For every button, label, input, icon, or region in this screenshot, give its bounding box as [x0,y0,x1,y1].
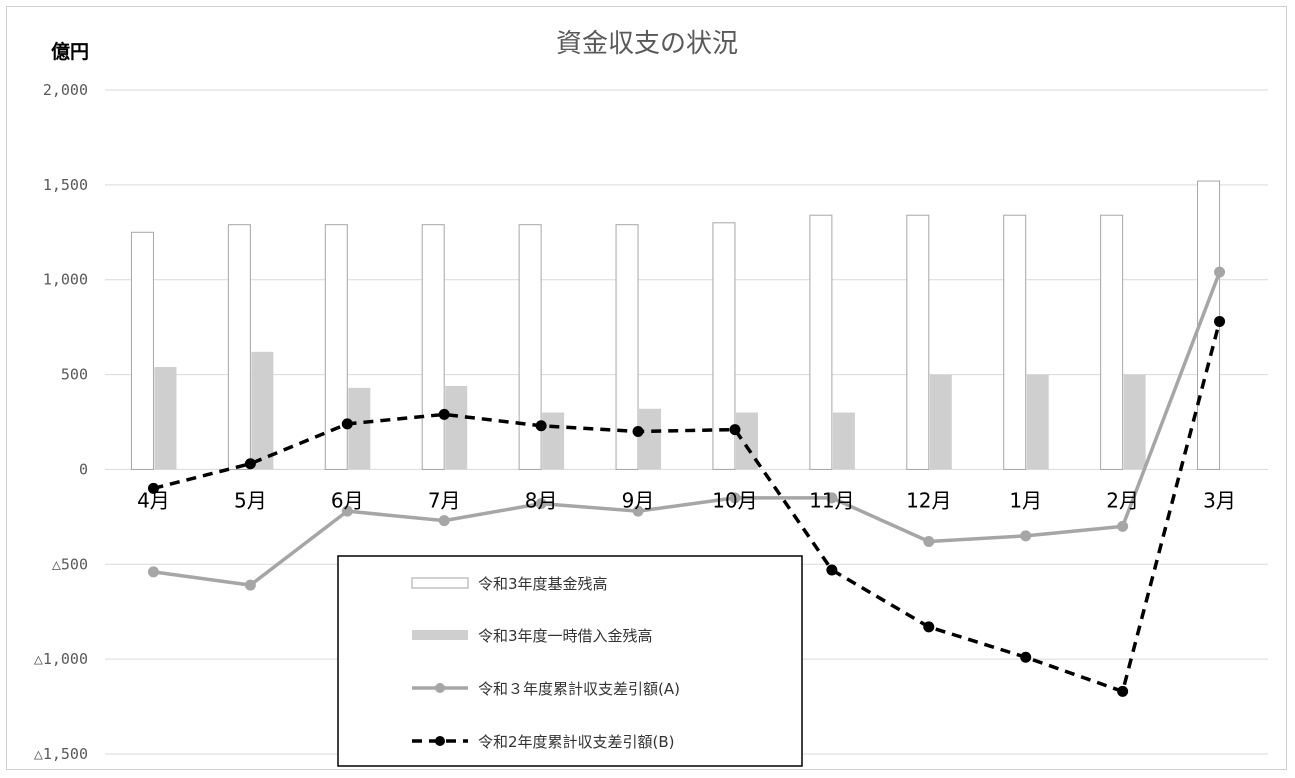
x-tick-label: 3月 [1203,488,1236,512]
legend-label: 令和3年度一時借入金残高 [478,627,653,645]
point-cumulative-a [438,515,450,527]
chart-title: 資金収支の状況 [556,29,738,59]
point-cumulative-b [1214,315,1226,327]
legend-label: 令和3年度基金残高 [478,575,608,593]
point-cumulative-b [341,418,353,430]
bar-fund-balance [615,224,639,470]
point-cumulative-a [341,505,353,517]
legend-marker-a [435,683,445,693]
bar-fund-balance [227,224,251,470]
y-tick-label: △500 [52,555,88,573]
point-cumulative-a [1117,520,1129,532]
point-cumulative-b [729,424,741,436]
point-cumulative-b [244,458,256,470]
bars [130,180,1221,470]
bar-fund-balance [1100,214,1124,470]
x-tick-label: 6月 [331,488,364,512]
point-cumulative-b [826,564,838,576]
bar-fund-balance [130,231,154,470]
chart-frame [6,6,1287,770]
x-tick-label: 2月 [1106,488,1139,512]
point-cumulative-a [729,492,741,504]
legend-box [337,555,803,767]
point-cumulative-a [1020,530,1032,542]
x-tick-label: 12月 [906,488,951,512]
y-axis-ticks: 2,000 1,500 1,000 500 0 △500 △1,000 △1,500 [34,81,88,763]
x-axis-ticks: 4月 5月 6月 7月 8月 9月 10月 11月 12月 1月 2月 3月 [137,488,1236,512]
y-tick-label: 500 [61,366,88,384]
bar-temporary-loan [832,412,855,470]
y-tick-label: 1,500 [43,176,88,194]
legend-swatch-loan [412,630,468,640]
line-cumulative-b [153,321,1222,694]
bar-fund-balance [421,224,445,470]
bar-temporary-loan [735,412,758,470]
point-cumulative-b [1117,685,1129,697]
legend-marker-b [435,736,445,746]
legend-swatch-fund [411,577,469,589]
bar-fund-balance [324,224,348,470]
x-tick-label: 7月 [428,488,461,512]
point-cumulative-b [632,425,644,437]
y-tick-label: 0 [79,460,88,478]
x-tick-label: 1月 [1009,488,1042,512]
bar-temporary-loan [348,387,371,470]
unit-label: 億円 [51,40,89,63]
point-cumulative-b [438,408,450,420]
legend-label: 令和2年度累計収支差引額(B) [478,733,675,751]
x-tick-label: 8月 [525,488,558,512]
point-cumulative-a [826,492,838,504]
point-cumulative-a [1214,266,1226,278]
y-tick-label: △1,500 [34,745,88,763]
y-tick-label: 2,000 [43,81,88,99]
bar-temporary-loan [542,412,565,470]
x-tick-label: 10月 [712,488,757,512]
series-lines [147,266,1226,697]
legend-label: 令和３年度累計収支差引額(A) [478,680,680,698]
bar-temporary-loan [1123,374,1146,470]
point-cumulative-a [632,505,644,517]
point-cumulative-b [1020,651,1032,663]
bar-fund-balance [809,214,833,470]
point-cumulative-a [535,498,547,510]
point-cumulative-b [147,482,159,494]
y-tick-label: △1,000 [34,650,88,668]
x-tick-label: 4月 [137,488,170,512]
point-cumulative-b [535,420,547,432]
point-cumulative-a [923,536,935,548]
bar-fund-balance [906,214,930,470]
bar-temporary-loan [445,385,468,470]
y-tick-label: 1,000 [43,271,88,289]
bar-temporary-loan [154,366,177,470]
bar-temporary-loan [251,351,274,470]
x-tick-label: 5月 [234,488,267,512]
bar-temporary-loan [639,408,662,470]
bar-temporary-loan [929,374,952,470]
bar-fund-balance [712,222,736,470]
point-cumulative-a [244,579,256,591]
point-cumulative-a [147,566,159,578]
bar-temporary-loan [1026,374,1049,470]
bar-fund-balance [1003,214,1027,470]
x-tick-label: 9月 [622,488,655,512]
point-cumulative-b [923,621,935,633]
bar-fund-balance [518,224,542,470]
x-tick-label: 11月 [809,488,854,512]
line-cumulative-a [153,271,1222,587]
